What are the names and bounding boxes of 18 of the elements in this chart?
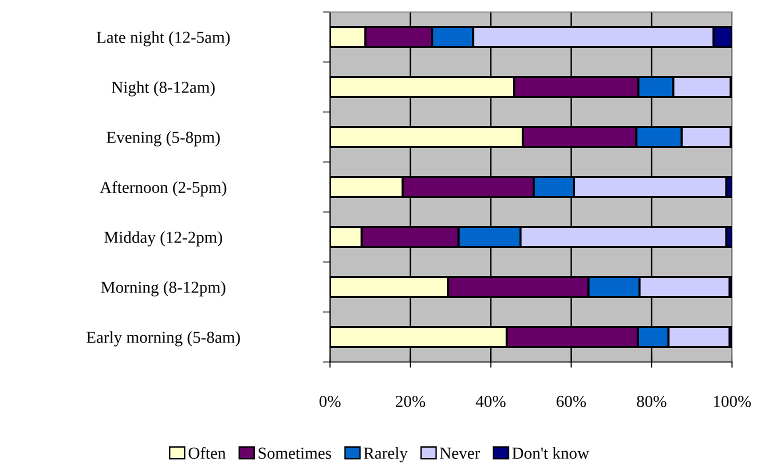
y-tick-label: Afternoon (2-5pm) [100,181,226,196]
y-tick-label: Morning (8-12pm) [101,281,226,296]
y-tick-label: Evening (5-8pm) [106,131,220,146]
x-tick-label: 100% [714,396,751,408]
legend-label: Sometimes [258,448,332,459]
x-tick-label: 80% [636,396,666,408]
y-tick-label: Night (8-12am) [112,81,215,96]
legend-label: Often [188,446,226,459]
y-tick-label: Early morning (5-8am) [86,331,240,346]
x-tick-label: 20% [396,396,426,408]
legend-label: Rarely [364,447,408,462]
legend-label: Don't know [512,447,590,459]
legend-label: Never [440,448,480,459]
x-tick-label: 0% [320,396,341,408]
x-tick-label: 60% [556,396,586,408]
y-tick-label: Late night (12-5am) [96,31,230,46]
y-tick-label: Midday (12-2pm) [104,231,222,246]
x-tick-label: 40% [476,396,506,408]
